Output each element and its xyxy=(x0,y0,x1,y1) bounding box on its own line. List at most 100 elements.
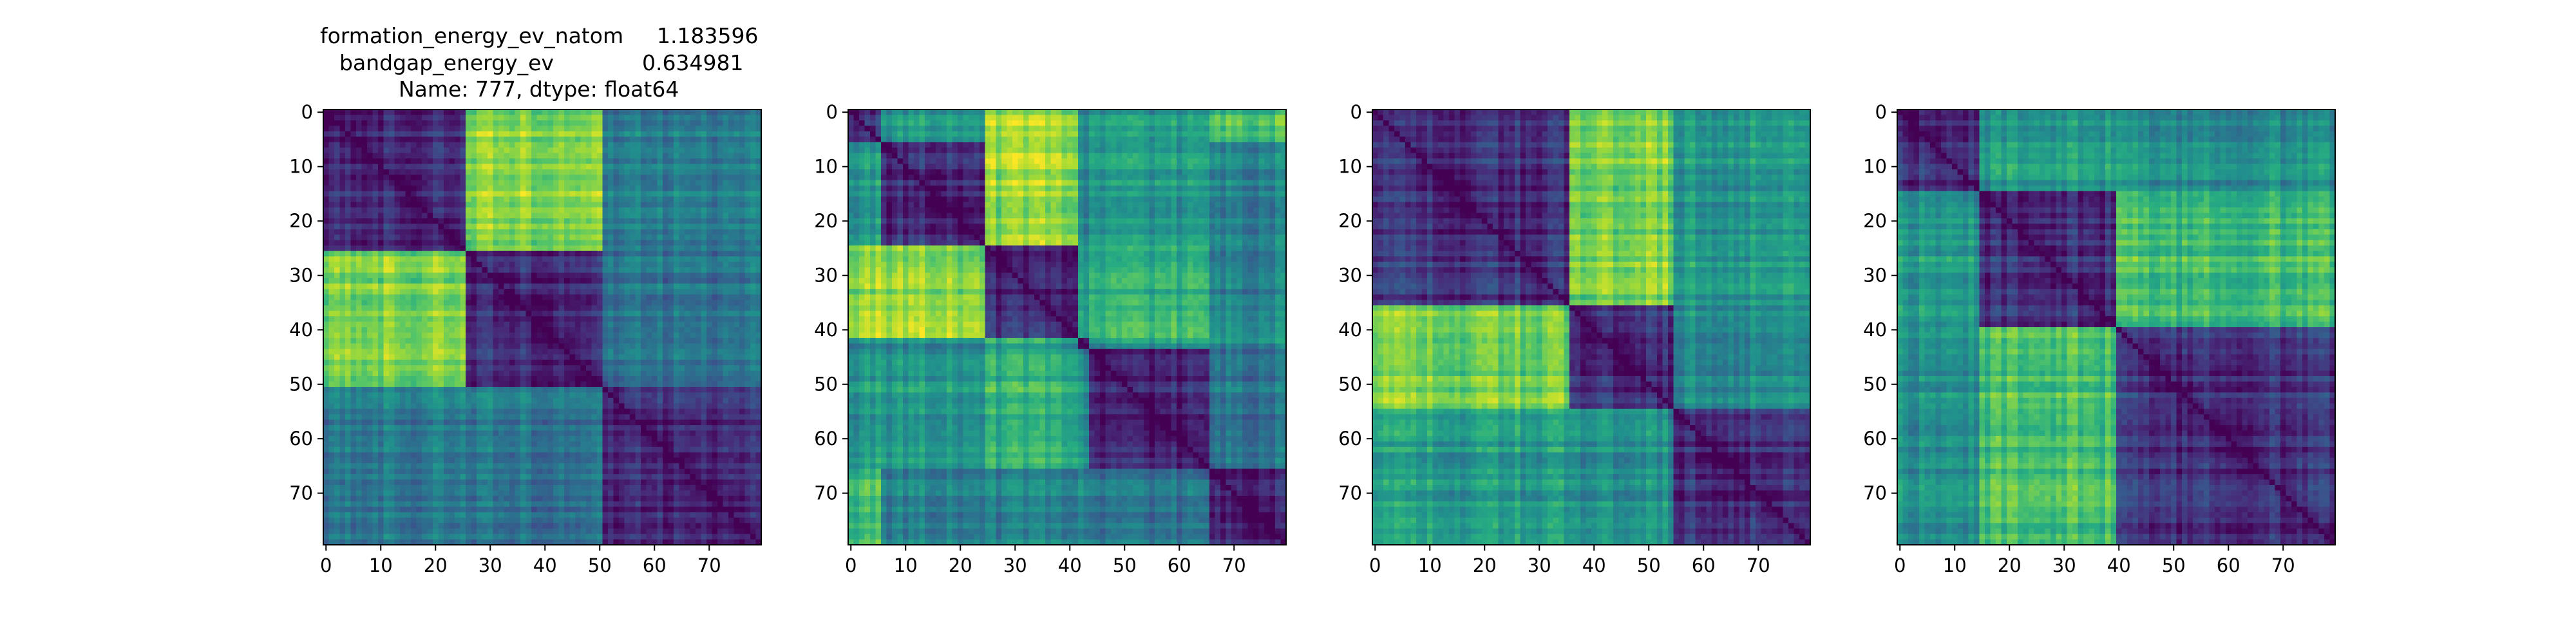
heatmap-cell xyxy=(416,131,422,137)
heatmap-cell xyxy=(635,131,641,137)
heatmap-cell xyxy=(734,126,740,132)
heatmap-cell xyxy=(509,137,516,143)
heatmap-cell xyxy=(515,131,521,137)
heatmap-cell xyxy=(444,115,450,121)
heatmap-cell xyxy=(339,131,346,137)
heatmap-cell xyxy=(449,109,455,116)
heatmap-cell xyxy=(433,120,439,126)
heatmap-cell xyxy=(394,126,401,132)
heatmap-cell xyxy=(378,126,384,132)
heatmap-cell xyxy=(619,109,625,116)
heatmap-cell xyxy=(744,126,751,132)
heatmap-cell xyxy=(723,126,729,132)
heatmap-cell xyxy=(542,137,549,143)
heatmap-cell xyxy=(635,120,641,126)
heatmap-cell xyxy=(619,137,625,143)
heatmap-cell xyxy=(553,115,560,121)
heatmap-cell xyxy=(602,120,609,126)
heatmap-cell xyxy=(498,115,505,121)
heatmap-cell xyxy=(378,115,384,121)
heatmap-cell xyxy=(619,131,625,137)
heatmap-cell xyxy=(460,115,466,121)
heatmap-cell xyxy=(723,131,729,137)
heatmap-cell xyxy=(427,126,433,132)
heatmap-cell xyxy=(569,126,576,132)
heatmap-cell xyxy=(339,137,346,143)
heatmap-cell xyxy=(542,120,549,126)
heatmap-cell xyxy=(536,131,543,137)
heatmap-cell xyxy=(394,131,401,137)
heatmap-cell xyxy=(328,120,335,126)
heatmap-cell xyxy=(526,137,532,143)
heatmap-cell xyxy=(701,115,707,121)
heatmap-cell xyxy=(400,126,406,132)
heatmap-cell xyxy=(411,109,417,116)
heatmap-cell xyxy=(498,126,505,132)
heatmap-cell xyxy=(471,109,477,116)
heatmap-cell xyxy=(547,109,554,116)
heatmap-cell xyxy=(602,115,609,121)
heatmap-cell xyxy=(433,115,439,121)
heatmap-cell xyxy=(378,131,384,137)
heatmap-cell xyxy=(323,126,330,132)
heatmap-cell xyxy=(515,126,521,132)
heatmap-cell xyxy=(750,109,757,116)
heatmap-cell xyxy=(657,115,663,121)
heatmap-cell xyxy=(411,137,417,143)
heatmap-cell xyxy=(569,131,576,137)
heatmap-cell xyxy=(455,120,461,126)
heatmap-cell xyxy=(356,109,363,116)
heatmap-cell xyxy=(361,137,368,143)
heatmap-cell xyxy=(433,126,439,132)
heatmap-cell xyxy=(641,109,647,116)
heatmap-cell xyxy=(328,131,335,137)
heatmap-cell xyxy=(455,131,461,137)
heatmap-cell xyxy=(493,137,499,143)
heatmap-cell xyxy=(356,137,363,143)
heatmap-cell xyxy=(750,126,757,132)
heatmap-cell xyxy=(668,109,674,116)
heatmap-cell xyxy=(383,120,390,126)
heatmap-cell xyxy=(422,126,428,132)
heatmap-cell xyxy=(520,131,527,137)
heatmap-cell xyxy=(679,126,685,132)
heatmap-cell xyxy=(575,120,582,126)
heatmap-cell xyxy=(547,131,554,137)
heatmap-cell xyxy=(547,120,554,126)
heatmap-cell xyxy=(602,131,609,137)
heatmap-cell xyxy=(493,120,499,126)
heatmap-cell xyxy=(685,131,691,137)
heatmap-cell xyxy=(652,120,658,126)
heatmap-cell xyxy=(334,126,341,132)
heatmap-cell xyxy=(547,115,554,121)
heatmap-cell xyxy=(674,109,680,116)
heatmap-cell xyxy=(580,131,587,137)
heatmap-cell xyxy=(416,120,422,126)
heatmap-cell xyxy=(690,120,696,126)
heatmap-cell xyxy=(455,115,461,121)
heatmap-cell xyxy=(466,131,472,137)
heatmap-cell xyxy=(328,109,335,116)
heatmap-cell xyxy=(744,109,751,116)
heatmap-cell xyxy=(641,131,647,137)
heatmap-cell xyxy=(706,120,713,126)
heatmap-cell xyxy=(744,131,751,137)
heatmap-cell xyxy=(488,137,494,143)
heatmap-cell xyxy=(569,137,576,143)
heatmap-cell xyxy=(668,131,674,137)
heatmap-cell xyxy=(367,137,374,143)
heatmap-cell xyxy=(630,137,636,143)
heatmap-cell xyxy=(586,126,592,132)
heatmap-cell xyxy=(449,115,455,121)
heatmap-cell xyxy=(712,131,718,137)
heatmap-cell xyxy=(422,137,428,143)
heatmap-cell xyxy=(586,131,592,137)
heatmap-cell xyxy=(509,126,516,132)
heatmap-cell xyxy=(624,131,630,137)
heatmap-cell xyxy=(477,137,483,143)
heatmap-cell xyxy=(728,109,735,116)
heatmap-cell xyxy=(389,137,395,143)
heatmap-cell xyxy=(504,115,510,121)
heatmap-cell xyxy=(515,109,521,116)
